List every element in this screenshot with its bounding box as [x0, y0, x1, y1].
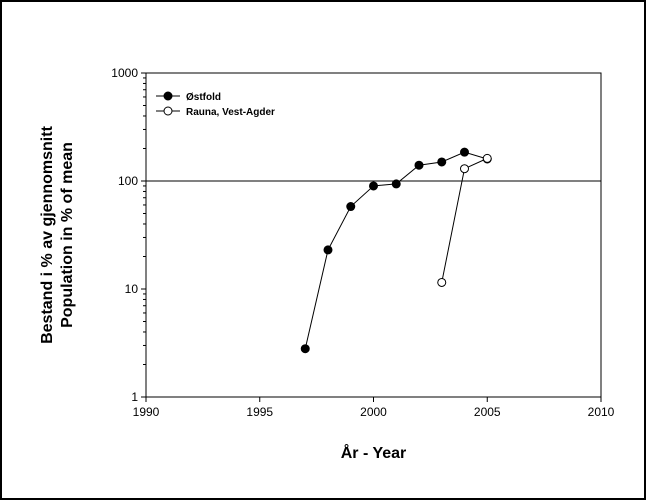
data-point [300, 344, 310, 354]
x-axis-title: År - Year [341, 443, 407, 462]
series-layer [300, 147, 492, 354]
data-point [323, 245, 333, 255]
series-1 [437, 153, 492, 287]
plot-area: 1990 1995 2000 2005 2010 1 10 100 1000 [111, 66, 614, 419]
legend: Østfold Rauna, Vest-Agder [156, 91, 275, 118]
y-tick-label: 1 [131, 390, 138, 404]
data-point [369, 181, 378, 191]
y-axis-title-line-1: Bestand i % av gjennomsnitt [39, 125, 56, 343]
data-point [437, 157, 447, 167]
y-tick-label: 100 [118, 174, 138, 188]
plot-box [145, 72, 602, 398]
legend-label: Østfold [186, 92, 221, 103]
legend-marker [163, 91, 173, 101]
legend-marker [163, 106, 173, 116]
series-0 [300, 147, 492, 354]
x-axis-ticks: 1990 1995 2000 2005 2010 [133, 397, 615, 419]
legend-item: Rauna, Vest-Agder [156, 106, 275, 118]
legend-label: Rauna, Vest-Agder [186, 107, 275, 118]
x-tick-label: 1990 [133, 405, 160, 419]
legend-item: Østfold [156, 91, 221, 103]
series-line [441, 157, 488, 283]
data-point [460, 164, 469, 174]
x-tick-label: 1995 [246, 405, 273, 419]
x-tick-label: 2010 [588, 405, 615, 419]
y-axis-ticks: 1 10 100 1000 [111, 66, 146, 404]
x-tick-label: 2000 [360, 405, 387, 419]
data-point [482, 153, 492, 163]
data-point [346, 202, 356, 212]
data-point [460, 147, 469, 157]
data-point [414, 160, 424, 170]
y-tick-label: 1000 [111, 66, 138, 80]
data-point [437, 277, 447, 287]
y-axis-title-line-2: Population in % of mean [59, 142, 76, 328]
data-point [391, 179, 401, 189]
y-tick-label: 10 [125, 282, 139, 296]
x-tick-label: 2005 [474, 405, 501, 419]
